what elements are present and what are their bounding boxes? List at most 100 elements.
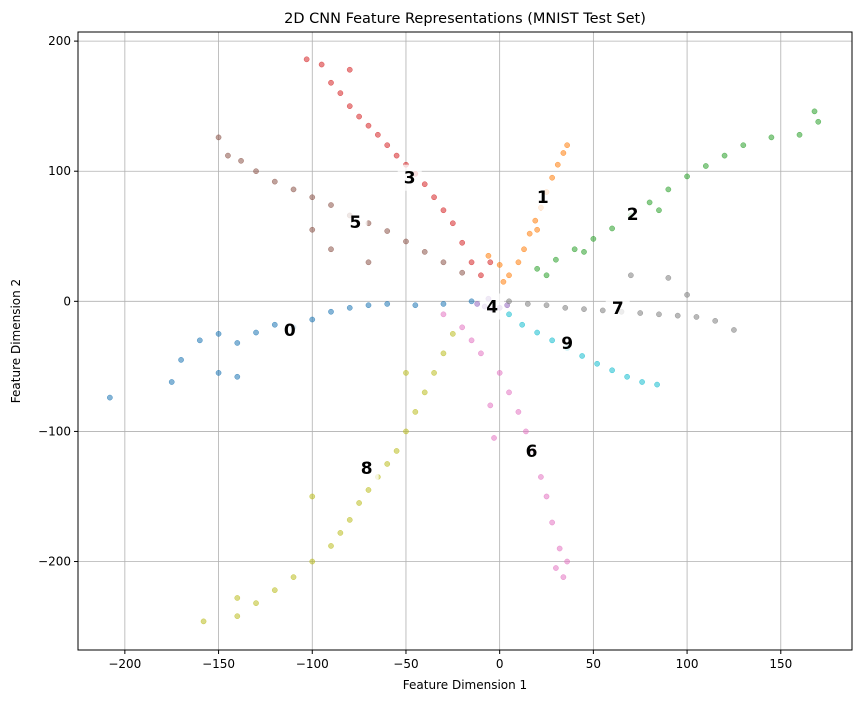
data-point [713,318,718,323]
data-point [403,429,408,434]
data-point [253,169,258,174]
data-point [501,279,506,284]
x-tick-label: −200 [108,657,141,671]
data-point [450,331,455,336]
data-point [394,153,399,158]
cluster-label: 5 [349,213,361,233]
data-point [797,132,802,137]
points-layer [107,57,821,624]
data-point [328,543,333,548]
data-point [441,208,446,213]
data-point [431,370,436,375]
cluster-label: 1 [537,188,549,208]
data-point [310,494,315,499]
data-point [550,338,555,343]
data-point [497,262,502,267]
data-point [694,314,699,319]
data-point [347,67,352,72]
data-point [535,266,540,271]
data-point [581,249,586,254]
data-point [272,322,277,327]
data-point [640,379,645,384]
y-tick-label: 100 [48,164,71,178]
data-point [638,310,643,315]
data-point [347,104,352,109]
data-point [553,565,558,570]
data-point [366,303,371,308]
cluster-labels-layer: 0123456798 [278,165,645,481]
data-point [238,158,243,163]
data-point [460,270,465,275]
data-point [684,292,689,297]
data-point [253,330,258,335]
data-point [291,575,296,580]
data-point [666,275,671,280]
data-point [475,301,480,306]
data-point [563,305,568,310]
data-point [235,595,240,600]
data-point [403,370,408,375]
y-tick-label: −200 [38,555,71,569]
data-point [385,228,390,233]
data-point [580,353,585,358]
data-point [201,619,206,624]
data-point [107,395,112,400]
grid-layer [78,32,852,650]
data-point [178,357,183,362]
data-point [357,500,362,505]
data-point [553,257,558,262]
data-point [310,195,315,200]
cluster-label: 0 [284,321,296,341]
x-tick-label: −150 [202,657,235,671]
data-point [460,325,465,330]
x-tick-label: −50 [393,657,418,671]
data-point [506,390,511,395]
data-point [506,299,511,304]
data-point [654,382,659,387]
data-point [666,187,671,192]
data-point [347,517,352,522]
data-point [550,520,555,525]
data-point [422,182,427,187]
x-tick-label: 0 [496,657,504,671]
data-point [441,312,446,317]
data-point [675,313,680,318]
data-point [366,260,371,265]
data-point [565,559,570,564]
data-point [812,109,817,114]
data-point [523,429,528,434]
data-point [557,546,562,551]
cluster-label: 6 [526,442,538,462]
x-tick-label: 50 [586,657,601,671]
data-point [521,247,526,252]
y-tick-label: 0 [63,294,71,308]
data-point [216,135,221,140]
data-point [722,153,727,158]
data-point [565,143,570,148]
data-point [525,301,530,306]
data-point [533,218,538,223]
data-point [235,374,240,379]
data-point [497,370,502,375]
cluster-label: 4 [486,298,498,318]
data-point [338,530,343,535]
x-axis-title: Feature Dimension 1 [403,678,527,692]
data-point [441,301,446,306]
data-point [413,409,418,414]
data-point [538,474,543,479]
data-point [595,361,600,366]
cluster-label: 9 [561,334,573,354]
y-axis-title: Feature Dimension 2 [9,279,23,403]
data-point [450,221,455,226]
data-point [561,150,566,155]
plot-frame [78,32,852,650]
data-point [253,601,258,606]
data-point [310,227,315,232]
data-point [169,379,174,384]
data-point [403,239,408,244]
data-point [516,260,521,265]
data-point [591,236,596,241]
data-point [338,91,343,96]
cluster-label: 7 [612,299,624,319]
data-point [544,303,549,308]
